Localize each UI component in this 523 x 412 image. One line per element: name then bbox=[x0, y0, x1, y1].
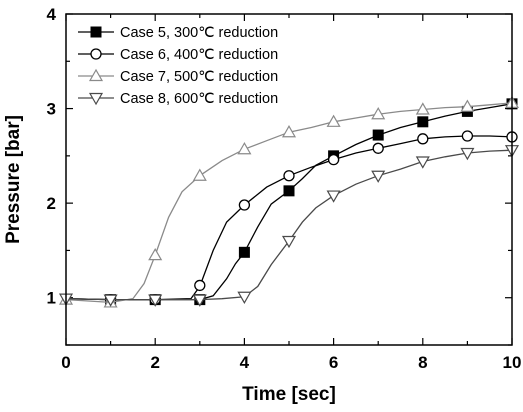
data-point-triangle-up bbox=[192, 168, 207, 181]
data-point-square bbox=[372, 129, 384, 141]
legend-label: Case 7, 500℃ reduction bbox=[120, 69, 278, 85]
series-line bbox=[65, 135, 513, 301]
data-point-triangle-up bbox=[415, 102, 430, 115]
data-point-square bbox=[417, 116, 429, 128]
series-4 bbox=[58, 145, 520, 307]
data-point-triangle-down bbox=[237, 291, 252, 304]
data-point-triangle-down bbox=[148, 294, 163, 307]
series-line bbox=[65, 102, 513, 304]
data-point-square bbox=[283, 185, 295, 197]
data-point-triangle-up bbox=[88, 68, 104, 82]
data-point-triangle-down bbox=[460, 147, 475, 161]
x-tick-label: 0 bbox=[61, 353, 70, 372]
y-tick-label: 1 bbox=[47, 289, 56, 308]
legend-item: Case 7, 500℃ reduction bbox=[78, 68, 278, 85]
legend-label: Case 6, 400℃ reduction bbox=[120, 47, 278, 63]
series-line bbox=[65, 103, 513, 301]
data-point-circle bbox=[417, 133, 429, 145]
data-point-triangle-down bbox=[326, 190, 341, 203]
y-tick-label: 3 bbox=[47, 100, 56, 119]
data-point-circle bbox=[461, 130, 474, 142]
data-point-triangle-down bbox=[88, 92, 104, 106]
legend-item: Case 5, 300℃ reduction bbox=[78, 25, 278, 41]
data-point-triangle-down bbox=[103, 294, 118, 307]
y-tick-label: 4 bbox=[47, 5, 57, 24]
data-point-triangle-up bbox=[237, 142, 252, 155]
series-3 bbox=[58, 95, 520, 308]
legend: Case 5, 300℃ reduction Case 6, 400℃ reduc… bbox=[78, 25, 278, 107]
x-tick-label: 10 bbox=[503, 353, 522, 372]
data-point-triangle-down bbox=[281, 235, 297, 249]
data-point-square bbox=[238, 246, 250, 258]
data-point-triangle-up bbox=[148, 247, 163, 261]
legend-item: Case 8, 600℃ reduction bbox=[78, 91, 278, 107]
data-point-triangle-up bbox=[371, 107, 386, 120]
data-point-square bbox=[90, 26, 102, 38]
data-point-triangle-up bbox=[281, 125, 297, 138]
x-tick-label: 6 bbox=[329, 353, 338, 372]
y-axis-label: Pressure [bar] bbox=[3, 115, 24, 244]
legend-label: Case 5, 300℃ reduction bbox=[120, 25, 278, 41]
data-point-circle bbox=[194, 279, 206, 292]
x-tick-label: 2 bbox=[150, 353, 159, 372]
data-point-circle bbox=[238, 199, 251, 211]
x-tick-label: 4 bbox=[240, 353, 250, 372]
data-point-triangle-up bbox=[460, 99, 475, 112]
data-point-triangle-down bbox=[415, 156, 430, 169]
x-axis-label: Time [sec] bbox=[242, 384, 336, 405]
data-point-triangle-down bbox=[371, 170, 386, 183]
data-point-circle bbox=[283, 170, 295, 182]
series-2 bbox=[65, 130, 518, 306]
y-tick-label: 2 bbox=[47, 194, 56, 213]
data-point-triangle-up bbox=[326, 114, 341, 127]
data-point-circle bbox=[90, 48, 102, 60]
x-tick-label: 8 bbox=[418, 353, 427, 372]
data-point-circle bbox=[327, 153, 340, 166]
series-layer bbox=[58, 95, 520, 308]
legend-label: Case 8, 600℃ reduction bbox=[120, 91, 278, 107]
legend-item: Case 6, 400℃ reduction bbox=[78, 47, 278, 63]
plot-area-frame bbox=[65, 13, 513, 346]
data-point-circle bbox=[372, 142, 384, 154]
data-point-triangle-down bbox=[192, 294, 207, 307]
